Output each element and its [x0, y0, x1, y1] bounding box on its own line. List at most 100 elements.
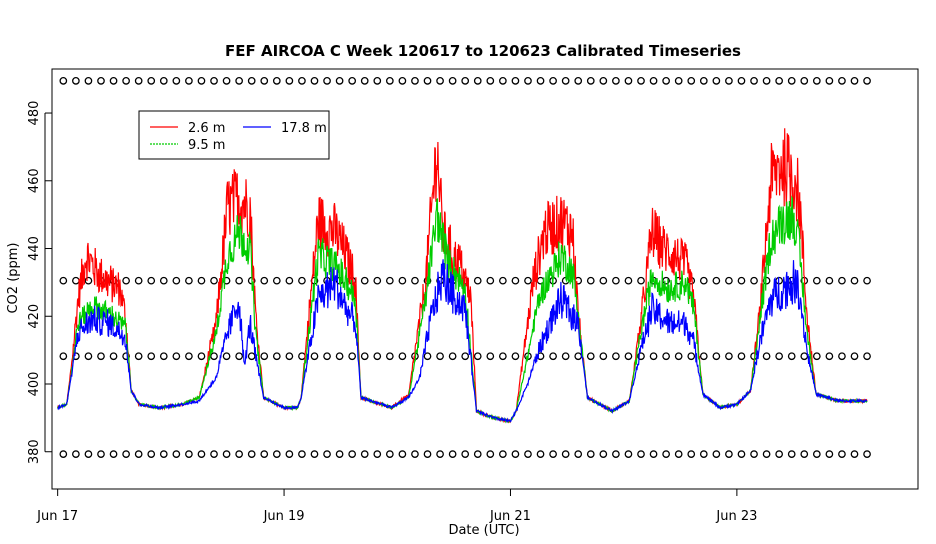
calibration-marker [298, 352, 306, 361]
calibration-marker [511, 77, 520, 85]
calibration-marker [222, 450, 231, 458]
calibration-marker [411, 450, 419, 458]
calibration-marker [473, 352, 482, 361]
calibration-marker [574, 352, 583, 361]
calibration-marker [725, 352, 733, 361]
calibration-marker [185, 276, 193, 285]
calibration-marker [762, 352, 771, 361]
calibration-marker [385, 77, 394, 85]
calibration-marker [699, 450, 708, 458]
legend-box [138, 110, 330, 160]
calibration-marker [549, 77, 557, 85]
calibration-marker [473, 276, 482, 285]
calibration-marker [360, 276, 369, 285]
calibration-marker [637, 352, 645, 361]
y-tick-label: 440 [27, 236, 42, 261]
calibration-marker [511, 352, 520, 361]
calibration-marker [712, 352, 721, 361]
calibration-marker [461, 450, 470, 458]
calibration-marker [599, 276, 608, 285]
calibration-marker [863, 77, 871, 85]
calibration-marker [750, 450, 758, 458]
calibration-marker [147, 450, 156, 458]
calibration-marker [725, 276, 733, 285]
calibration-marker [812, 77, 821, 85]
calibration-marker [411, 276, 419, 285]
y-tick-label: 460 [27, 168, 42, 193]
calibration-marker [285, 352, 294, 361]
calibration-marker [574, 77, 583, 85]
calibration-marker [323, 352, 331, 361]
calibration-marker [310, 450, 319, 458]
calibration-marker [599, 450, 608, 458]
calibration-marker [699, 276, 708, 285]
chart-title: FEF AIRCOA C Week 120617 to 120623 Calib… [225, 42, 741, 60]
calibration-marker [373, 450, 382, 458]
y-axis-title: CO2 (ppm) [6, 242, 21, 313]
calibration-marker [134, 352, 143, 361]
calibration-marker [398, 352, 407, 361]
calibration-marker [159, 450, 168, 458]
calibration-marker [159, 352, 168, 361]
calibration-marker [398, 276, 407, 285]
calibration-marker [285, 450, 294, 458]
calibration-marker [260, 450, 269, 458]
calibration-marker [712, 450, 721, 458]
calibration-marker [775, 450, 783, 458]
calibration-marker [59, 276, 68, 285]
calibration-marker [247, 77, 256, 85]
calibration-marker [586, 77, 595, 85]
calibration-marker [838, 450, 846, 458]
calibration-marker [499, 352, 507, 361]
x-tick-label: Jun 17 [36, 509, 78, 524]
calibration-marker [561, 450, 570, 458]
calibration-marker [561, 77, 570, 85]
calibration-marker [197, 276, 206, 285]
calibration-marker [750, 77, 758, 85]
calibration-marker [84, 77, 93, 85]
calibration-marker [134, 276, 143, 285]
calibration-marker [298, 77, 306, 85]
calibration-marker [436, 352, 444, 361]
calibration-marker [612, 276, 620, 285]
y-tick-label: 400 [27, 372, 42, 397]
calibration-marker [511, 450, 520, 458]
calibration-marker [825, 276, 834, 285]
calibration-marker [712, 77, 721, 85]
calibration-marker [737, 276, 746, 285]
calibration-marker [473, 77, 482, 85]
calibration-marker [122, 450, 130, 458]
calibration-marker [260, 276, 269, 285]
calibration-marker [222, 77, 231, 85]
calibration-marker [272, 276, 281, 285]
calibration-marker [863, 276, 871, 285]
calibration-marker [511, 276, 520, 285]
calibration-marker [185, 77, 193, 85]
calibration-marker [712, 276, 721, 285]
calibration-marker [197, 77, 206, 85]
calibration-marker [637, 450, 645, 458]
calibration-marker [385, 450, 394, 458]
calibration-marker [850, 276, 859, 285]
y-tick-label: 480 [27, 101, 42, 126]
calibration-marker [448, 77, 457, 85]
calibration-marker [812, 276, 821, 285]
calibration-marker [499, 450, 507, 458]
calibration-marker [586, 276, 595, 285]
calibration-marker [624, 276, 633, 285]
calibration-marker [185, 352, 193, 361]
calibration-marker [549, 450, 557, 458]
calibration-marker [461, 77, 470, 85]
calibration-marker [97, 450, 105, 458]
calibration-marker [674, 77, 683, 85]
calibration-marker [687, 352, 696, 361]
calibration-marker [109, 77, 118, 85]
calibration-marker [109, 450, 118, 458]
calibration-marker [197, 352, 206, 361]
calibration-marker [323, 450, 331, 458]
calibration-marker [812, 450, 821, 458]
calibration-marker [699, 352, 708, 361]
calibration-marker [850, 450, 859, 458]
series-layer [57, 128, 868, 424]
